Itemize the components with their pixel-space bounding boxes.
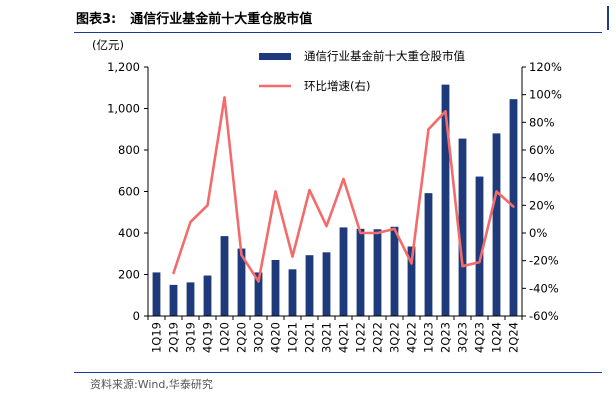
line-point: [342, 177, 345, 181]
source-note: 资料来源:Wind,华泰研究: [90, 378, 213, 391]
legend-label-bar: 通信行业基金前十大重仓股市值: [304, 49, 465, 63]
right-axis: -60% -40% -20% 0% 20% 40% 60% 80% 100% 120%: [521, 60, 562, 323]
right-tick-label: -60%: [529, 309, 559, 323]
right-tick-label: 40%: [529, 171, 555, 185]
left-tick-label: 0: [133, 309, 140, 323]
line-point: [359, 231, 362, 235]
line-series: [172, 96, 515, 283]
bar: [186, 282, 195, 316]
figure-label: 图表3:: [76, 12, 117, 27]
bar: [203, 275, 212, 316]
line-point: [206, 204, 209, 207]
left-tick-label: 800: [118, 143, 140, 157]
bar: [339, 227, 348, 316]
line-point: [376, 231, 379, 235]
left-tick-label: 200: [118, 268, 140, 282]
line-point: [478, 260, 481, 264]
x-tick-label: 4Q21: [337, 322, 351, 353]
bar: [373, 229, 382, 316]
bar: [169, 284, 178, 316]
bar: [492, 133, 501, 316]
x-tick-label: 3Q21: [320, 322, 334, 353]
x-tick-label: 2Q24: [507, 322, 521, 353]
line-point: [308, 188, 311, 192]
line-point: [325, 224, 328, 228]
bar: [237, 248, 246, 316]
bar: [390, 226, 399, 316]
right-tick-label: -20%: [529, 254, 559, 268]
left-tick-label: 1,200: [107, 60, 140, 74]
x-tick-label: 2Q22: [371, 322, 385, 353]
x-tick-label: 2Q19: [167, 322, 181, 353]
line-point: [189, 220, 192, 224]
x-tick-label: 2Q23: [439, 322, 453, 353]
x-tick-label: 1Q23: [422, 322, 436, 353]
bar: [288, 269, 297, 316]
bar: [254, 272, 263, 316]
bar: [152, 272, 161, 316]
figure-title: 图表3: 通信行业基金前十大重仓股市值: [76, 8, 312, 27]
bar: [220, 236, 229, 316]
x-tick-label: 1Q19: [150, 322, 164, 353]
line-point: [240, 253, 243, 257]
header-divider: [74, 32, 602, 33]
x-tick-label: 3Q22: [388, 322, 402, 353]
bar: [356, 228, 365, 316]
bar: [475, 176, 484, 316]
left-tick-label: 1,000: [107, 102, 140, 116]
x-axis: 1Q19 2Q19 3Q19 4Q19 1Q20 2Q20 3Q20 4Q20 1Q21 2Q21…: [147, 315, 523, 353]
legend-label-line: 环比增速(右): [304, 79, 370, 93]
line-point: [444, 110, 447, 113]
figure-header: 图表3: 通信行业基金前十大重仓股市值: [0, 0, 616, 34]
line-point: [461, 265, 464, 268]
x-tick-label: 4Q19: [201, 322, 215, 353]
line-point: [512, 205, 515, 208]
line-point: [223, 96, 226, 99]
x-tick-label: 4Q23: [473, 322, 487, 353]
right-tick-label: -40%: [529, 281, 559, 295]
x-tick-label: 1Q21: [286, 322, 300, 353]
bar: [441, 84, 450, 316]
bar: [271, 259, 280, 316]
left-tick-label: 600: [118, 185, 140, 199]
line-point: [410, 262, 413, 265]
left-axis: (亿元) 0 200 400 600 800 1,000 1,200: [92, 38, 149, 323]
bar: [458, 138, 467, 316]
x-tick-label: 3Q23: [456, 322, 470, 353]
figure-title-text: 通信行业基金前十大重仓股市值: [130, 12, 313, 27]
page-edge-marker: [607, 6, 609, 30]
line-point: [172, 271, 175, 275]
left-axis-unit: (亿元): [92, 38, 124, 52]
bar: [407, 246, 416, 316]
line-point: [495, 190, 498, 193]
x-tick-label: 1Q20: [218, 322, 232, 353]
x-tick-label: 4Q20: [269, 322, 283, 353]
x-tick-label: 4Q22: [405, 322, 419, 353]
line-point: [257, 280, 260, 283]
bar: [322, 252, 331, 316]
line-point: [274, 190, 277, 193]
legend-swatch-bar: [259, 53, 291, 60]
x-tick-label: 2Q20: [235, 322, 249, 353]
right-tick-label: 120%: [529, 60, 562, 74]
right-tick-label: 20%: [529, 198, 555, 212]
line-point: [427, 128, 430, 131]
right-tick-label: 60%: [529, 143, 555, 157]
right-tick-label: 100%: [529, 88, 562, 102]
x-tick-label: 2Q21: [303, 322, 317, 353]
right-tick-label: 0%: [529, 226, 547, 240]
line-point: [291, 255, 294, 258]
x-tick-label: 3Q19: [184, 322, 198, 353]
x-tick-label: 1Q24: [490, 322, 504, 353]
bar: [305, 255, 314, 316]
line-point: [393, 227, 396, 231]
combo-chart: (亿元) 0 200 400 600 800 1,000 1,200 -60% -40% -20%…: [92, 38, 562, 353]
left-tick-label: 400: [118, 226, 140, 240]
footer-divider: [74, 372, 602, 373]
right-tick-label: 80%: [529, 115, 555, 129]
x-tick-label: 3Q20: [252, 322, 266, 353]
bar: [424, 193, 433, 316]
x-tick-label: 1Q22: [354, 322, 368, 353]
